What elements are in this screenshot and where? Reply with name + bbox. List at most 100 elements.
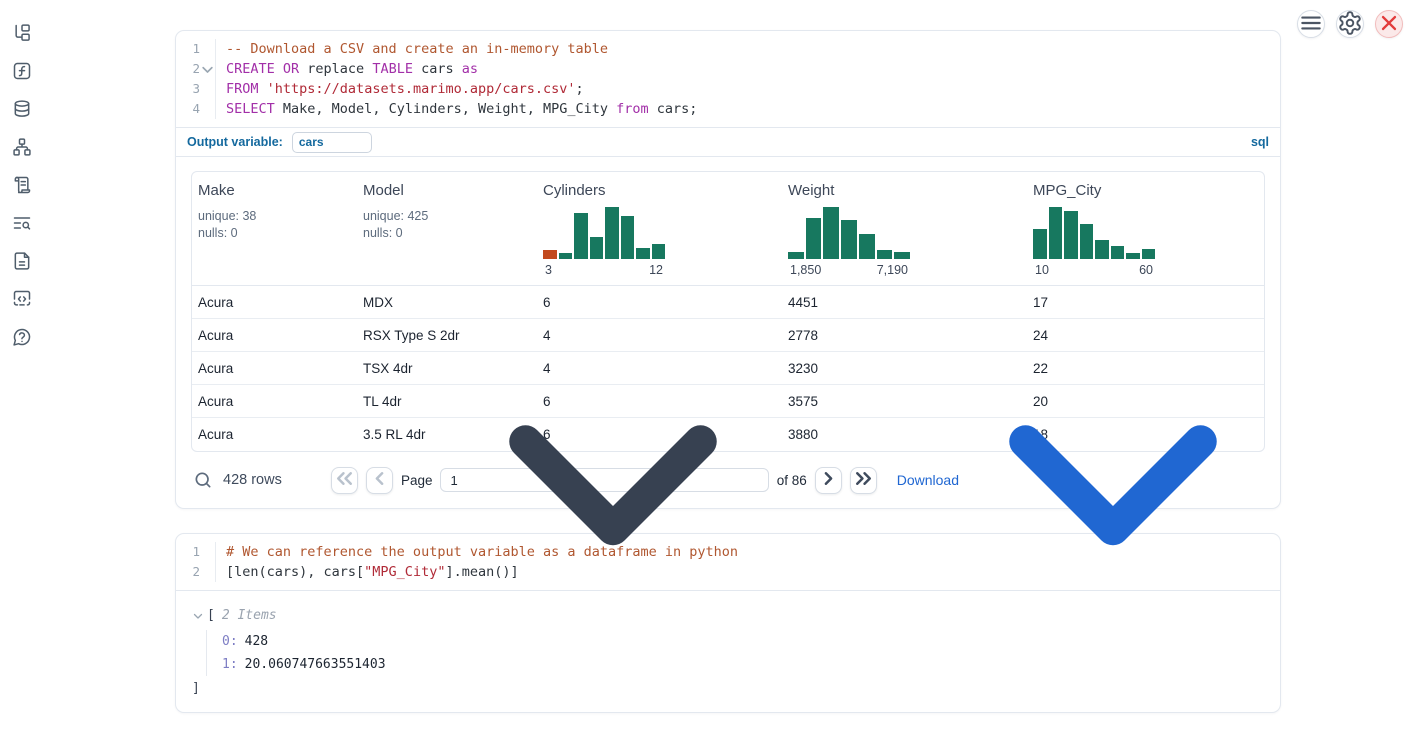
histogram-bar [1095,239,1109,259]
pagination: Page 1 of 86 [330,424,877,545]
token-pl: ].mean()] [445,564,519,580]
sidebar-item-scroll[interactable] [11,174,33,196]
histogram-bar [894,252,911,259]
sql-code-editor[interactable]: 1 -- Download a CSV and create an in-memo… [176,31,1280,127]
table-cell: 4 [543,360,551,376]
histogram-bar [574,213,588,259]
collapse-chevron-icon[interactable] [192,610,204,622]
next-page-button[interactable] [814,466,842,494]
menu-button[interactable] [1297,10,1325,38]
table-cell: TSX 4dr [363,360,413,376]
python-code-editor[interactable]: 1 # We can reference the output variable … [176,534,1280,590]
column-header-cylinders[interactable]: Cylinders 3 12 [537,172,782,285]
page-label: Page [400,472,433,488]
token-kw: TABLE [372,61,413,77]
column-header-mpg_city[interactable]: MPG_City 10 60 [1027,172,1264,285]
line-gutter: 1 [176,542,216,562]
table-row: Acura MDX 6 4451 17 [192,286,1264,319]
code-line: 4 SELECT Make, Model, Cylinders, Weight, … [176,99,1280,119]
sidebar-item-snippets[interactable] [11,288,33,310]
tree-entry: 0: 428 [222,630,1266,653]
table-header: Make unique: 38 nulls: 0 Model unique: 425 nu… [192,172,1264,286]
tree-entry-key: 1: [222,657,238,672]
last-page-button[interactable] [849,466,877,494]
table-cell: 3.5 RL 4dr [363,427,426,442]
table-cell: 3575 [788,393,819,409]
fold-chevron-icon[interactable] [200,62,215,77]
page-select-value: 1 [450,472,458,488]
column-name: Make [198,182,235,199]
token-str: 'https://datasets.marimo.app/cars.csv' [266,81,576,97]
line-gutter: 2 [176,59,216,79]
sql-cell: 1 -- Download a CSV and create an in-memo… [175,30,1281,545]
code-text: SELECT Make, Model, Cylinders, Weight, M… [216,99,697,119]
histogram-axis-labels: 10 60 [1033,263,1155,277]
histogram-bar [1126,252,1140,259]
column-stats: unique: 38 nulls: 0 [198,209,257,240]
token-pl [259,81,267,97]
search-button[interactable] [193,470,213,490]
token-pl: [len(cars), cars[ [226,564,365,580]
chevron-down-icon [963,329,1263,632]
previous-page-button[interactable] [365,466,393,494]
shutdown-button[interactable] [1375,10,1403,38]
sidebar-item-log-search[interactable] [11,212,33,234]
page-total-label: of 86 [776,472,807,488]
table-cell: 6 [543,393,551,409]
histogram-bar [589,237,603,259]
chevron-right-icon [816,466,841,494]
table-cell: 4451 [788,294,819,310]
result-table: Make unique: 38 nulls: 0 Model unique: 425 nu… [191,171,1265,452]
line-number: 3 [192,81,200,96]
language-badge: sql [1250,135,1269,149]
histogram-bar [841,220,857,259]
column-header-weight[interactable]: Weight 1,850 7,190 [782,172,1027,285]
page-select[interactable]: 1 [440,424,769,545]
sidebar-item-document[interactable] [11,250,33,272]
code-text: FROM 'https://datasets.marimo.app/cars.c… [216,79,584,99]
scroll-icon [12,175,32,195]
sidebar-item-file-tree[interactable] [11,22,33,44]
line-gutter: 2 [176,562,216,582]
table-cell: Acura [198,327,234,343]
histogram-axis-labels: 3 12 [543,263,665,277]
table-row: Acura TSX 4dr 4 3230 22 [192,352,1264,385]
tree-entry: 1: 20.060747663551403 [222,653,1266,676]
column-header-model[interactable]: Model unique: 425 nulls: 0 [357,172,537,285]
search-icon [193,472,213,493]
column-stats: unique: 425 nulls: 0 [363,209,429,240]
code-text: [len(cars), cars["MPG_City"].mean()] [216,562,519,582]
sidebar-item-dependency-graph[interactable] [11,136,33,158]
column-histogram [1033,207,1155,259]
tree-root: [ 2 Items [192,608,1266,623]
output-variable-input[interactable] [291,131,372,153]
row-count: 428 rows [223,472,282,488]
token-pl: cars [412,61,462,77]
line-gutter: 3 [176,79,216,99]
token-cmt: -- Download a CSV and create an in-memor… [226,41,609,57]
sidebar-item-database[interactable] [11,98,33,120]
database-icon [12,99,32,119]
column-header-make[interactable]: Make unique: 38 nulls: 0 [192,172,357,285]
axis-max: 7,190 [876,263,908,277]
histogram-bar [558,253,572,259]
table-cell: 22 [1033,360,1049,376]
table-cell: Acura [198,360,234,376]
file-tree-icon [12,23,32,43]
table-body: Acura MDX 6 4451 17 Acura RSX Type S 2dr 4 2778 2… [192,286,1264,451]
axis-max: 12 [649,263,663,277]
code-line: 2 [len(cars), cars["MPG_City"].mean()] [176,562,1280,582]
tree-entry-value: 20.060747663551403 [244,657,386,672]
sidebar-item-function[interactable] [11,60,33,82]
code-text: # We can reference the output variable a… [216,542,738,562]
column-name: Model [363,182,404,199]
download-button[interactable]: Download [897,329,1263,632]
first-page-button[interactable] [330,466,358,494]
code-line: 1 -- Download a CSV and create an in-memo… [176,39,1280,59]
python-output: [ 2 Items 0: 428 1: 20.060747663551403 ] [176,590,1280,712]
table-row: Acura TL 4dr 6 3575 20 [192,385,1264,418]
sidebar-item-help[interactable] [11,326,33,348]
settings-button[interactable] [1336,10,1364,38]
tree-entry-key: 0: [222,634,238,649]
output-variable-bar: Output variable: sql [176,127,1280,157]
